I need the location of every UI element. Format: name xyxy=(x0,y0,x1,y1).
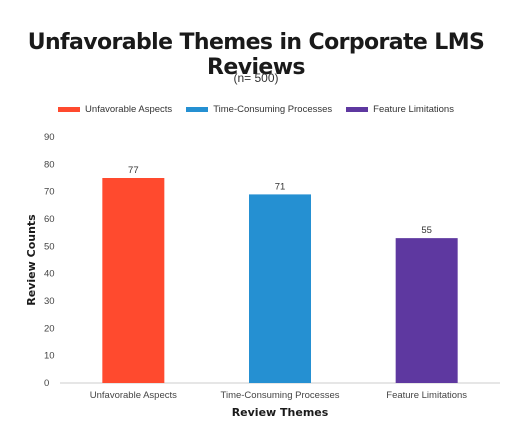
value-labels: 77 71 55 xyxy=(128,165,432,236)
legend-label: Unfavorable Aspects xyxy=(85,104,173,115)
bar-value-label: 71 xyxy=(275,181,286,192)
chart-legend: Unfavorable Aspects Time-Consuming Proce… xyxy=(0,104,512,115)
y-axis-ticks: 0 10 20 30 40 50 60 70 80 90 xyxy=(44,132,55,389)
x-tick-label: Time-Consuming Processes xyxy=(221,390,340,401)
x-axis-title: Review Themes xyxy=(232,406,329,419)
chart-title: Unfavorable Themes in Corporate LMS Revi… xyxy=(27,30,485,80)
legend-item-unfavorable-aspects: Unfavorable Aspects xyxy=(58,104,172,115)
chart-subtitle: (n= 500) xyxy=(233,71,279,85)
legend-item-time-consuming-processes: Time-Consuming Processes xyxy=(186,104,332,115)
y-tick-label: 50 xyxy=(44,241,55,252)
legend-swatch xyxy=(346,107,369,112)
y-tick-label: 0 xyxy=(44,378,49,389)
bar-value-label: 55 xyxy=(421,225,432,236)
y-axis-title: Review Counts xyxy=(25,214,38,306)
legend-item-feature-limitations: Feature Limitations xyxy=(346,104,454,115)
y-tick-label: 60 xyxy=(44,214,55,225)
y-tick-label: 30 xyxy=(44,296,55,307)
y-tick-label: 90 xyxy=(44,132,55,143)
x-tick-label: Unfavorable Aspects xyxy=(90,390,177,401)
bar xyxy=(395,238,458,383)
y-tick-label: 10 xyxy=(44,351,55,362)
legend-swatch xyxy=(58,107,81,112)
legend-label: Feature Limitations xyxy=(373,104,454,115)
bar xyxy=(102,178,165,383)
bar-value-label: 77 xyxy=(128,165,139,176)
x-axis-ticks: Unfavorable Aspects Time-Consuming Proces… xyxy=(90,390,468,401)
y-tick-label: 80 xyxy=(44,159,55,170)
bars xyxy=(102,178,458,383)
x-tick-label: Feature Limitations xyxy=(386,390,467,401)
y-tick-label: 20 xyxy=(44,323,55,334)
legend-label: Time-Consuming Processes xyxy=(213,104,333,115)
legend-swatch xyxy=(186,107,209,112)
bar xyxy=(249,194,311,383)
y-tick-label: 40 xyxy=(44,269,55,280)
y-tick-label: 70 xyxy=(44,187,55,198)
